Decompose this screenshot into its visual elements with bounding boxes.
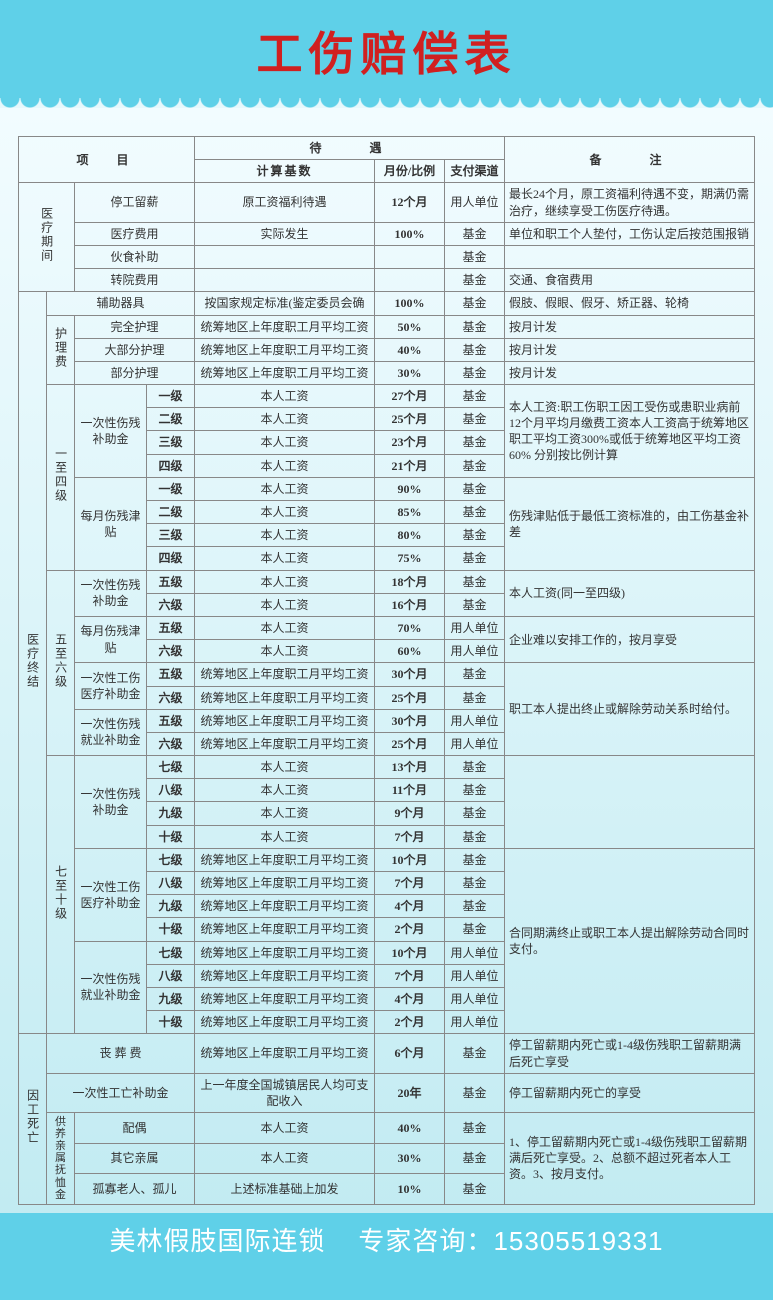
row-fuzhu: 医疗终结 辅助器具 按国家规定标准(鉴定委员会确 100% 基金 假肢、假眼、假… bbox=[19, 292, 755, 315]
scallop-divider bbox=[0, 94, 773, 108]
label-g14-jintie: 每月伤残津贴 bbox=[75, 477, 147, 570]
section-fuyang: 供养亲属抚恤金 bbox=[47, 1113, 75, 1205]
cell-ratio: 12个月 bbox=[375, 183, 445, 222]
page-body: 项 目 待 遇 备 注 计算基数 月份/比例 支付渠道 医疗期间 停工留薪 原工… bbox=[0, 108, 773, 1213]
compensation-table: 项 目 待 遇 备 注 计算基数 月份/比例 支付渠道 医疗期间 停工留薪 原工… bbox=[18, 136, 755, 1205]
page-header: 工伤赔偿表 bbox=[0, 0, 773, 94]
footer-phone: 15305519331 bbox=[493, 1226, 663, 1256]
section-g56: 五至六级 bbox=[47, 570, 75, 756]
row-tinggong: 医疗期间 停工留薪 原工资福利待遇 12个月 用人单位 最长24个月，原工资福利… bbox=[19, 183, 755, 222]
col-beizhu: 备 注 bbox=[505, 137, 755, 183]
page-title: 工伤赔偿表 bbox=[0, 18, 773, 84]
footer-consult: 专家咨询： bbox=[358, 1226, 493, 1256]
cell-note: 最长24个月，原工资福利待遇不变，期满仍需治疗，继续享受工伤医疗待遇。 bbox=[505, 183, 755, 222]
col-jisuan: 计算基数 bbox=[195, 160, 375, 183]
section-g14: 一至四级 bbox=[47, 385, 75, 571]
section-huli: 护理费 bbox=[47, 315, 75, 385]
col-daiyu: 待 遇 bbox=[195, 137, 505, 160]
cell-name: 停工留薪 bbox=[75, 183, 195, 222]
section-death: 因工死亡 bbox=[19, 1034, 47, 1204]
page-footer: 美林假肢国际连锁 专家咨询：15305519331 bbox=[0, 1213, 773, 1268]
col-xiangmu: 项 目 bbox=[19, 137, 195, 183]
section-g710: 七至十级 bbox=[47, 756, 75, 1034]
row-zhuanyuan: 转院费用 基金 交通、食宿费用 bbox=[19, 269, 755, 292]
col-yuefen: 月份/比例 bbox=[375, 160, 445, 183]
row-yiliao: 医疗费用 实际发生 100% 基金 单位和职工个人垫付，工伤认定后按范围报销 bbox=[19, 222, 755, 245]
table-header-row-1: 项 目 待 遇 备 注 bbox=[19, 137, 755, 160]
cell-pay: 用人单位 bbox=[445, 183, 505, 222]
row-huli-1: 护理费 完全护理 统筹地区上年度职工月平均工资 50% 基金 按月计发 bbox=[19, 315, 755, 338]
label-g14-buzhu: 一次性伤残补助金 bbox=[75, 385, 147, 478]
section-yl-period: 医疗期间 bbox=[19, 183, 75, 292]
cell-base: 原工资福利待遇 bbox=[195, 183, 375, 222]
row-huoshi: 伙食补助 基金 bbox=[19, 245, 755, 268]
section-yl-end: 医疗终结 bbox=[19, 292, 47, 1034]
col-zhifu: 支付渠道 bbox=[445, 160, 505, 183]
footer-brand: 美林假肢国际连锁 bbox=[110, 1226, 326, 1256]
